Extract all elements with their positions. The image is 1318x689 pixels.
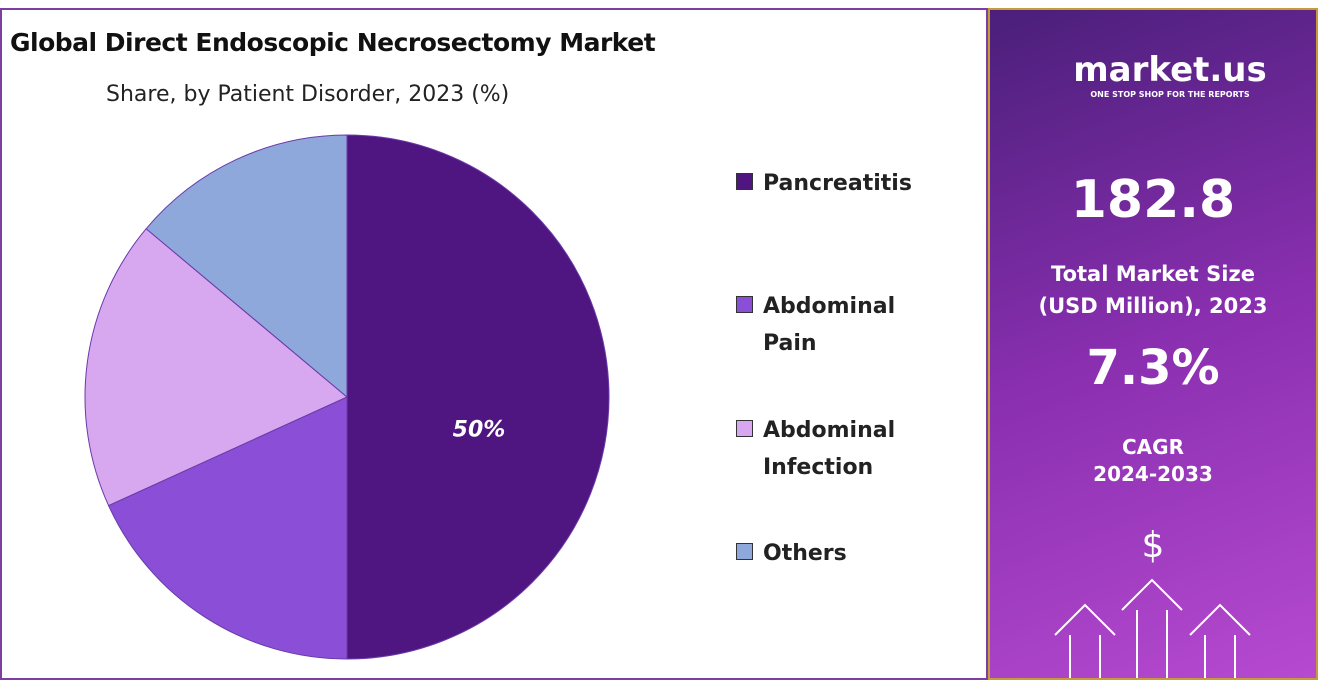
market-size: 182.8 xyxy=(1070,170,1236,230)
legend-label: Pancreatitis xyxy=(763,171,912,196)
data-label: 50% xyxy=(453,418,506,443)
legend-label: Abdominal Infection xyxy=(763,418,896,480)
chart-panel: Global Direct Endoscopic Necrosectomy Ma… xyxy=(0,8,988,680)
pie-slice xyxy=(107,396,348,660)
cagr-period: 2024-2033 xyxy=(1093,462,1213,486)
market-size-label: Total Market Size (USD Million), 2023 xyxy=(1038,262,1268,318)
legend-item: Others xyxy=(736,535,943,572)
legend-label: Abdominal Pain xyxy=(763,294,896,356)
chart-subtitle: Share, by Patient Disorder, 2023 (%) xyxy=(106,82,510,107)
pie-slice xyxy=(145,134,348,399)
legend-swatch xyxy=(736,420,753,437)
brand: market.us xyxy=(1073,50,1267,90)
cagr-label: CAGR xyxy=(1122,435,1184,459)
chart-title: Global Direct Endoscopic Necrosectomy Ma… xyxy=(10,28,656,57)
tagline: ONE STOP SHOP FOR THE REPORTS xyxy=(1090,90,1250,99)
legend-item: Abdominal Pain xyxy=(736,288,943,362)
pie-slice xyxy=(346,134,610,660)
cagr-value: 7.3% xyxy=(1086,340,1220,396)
legend-item: Pancreatitis xyxy=(736,165,943,202)
arrows-icon xyxy=(1054,578,1251,678)
sidebar: market.us ONE STOP SHOP FOR THE REPORTS … xyxy=(988,8,1318,680)
pie-chart: 50% xyxy=(84,134,610,660)
pie-slice xyxy=(84,228,348,507)
legend-swatch xyxy=(736,543,753,560)
legend-swatch xyxy=(736,173,753,190)
legend-label: Others xyxy=(763,541,847,566)
legend-item: Abdominal Infection xyxy=(736,412,943,486)
legend-swatch xyxy=(736,296,753,313)
currency-icon: $ xyxy=(1141,525,1165,566)
